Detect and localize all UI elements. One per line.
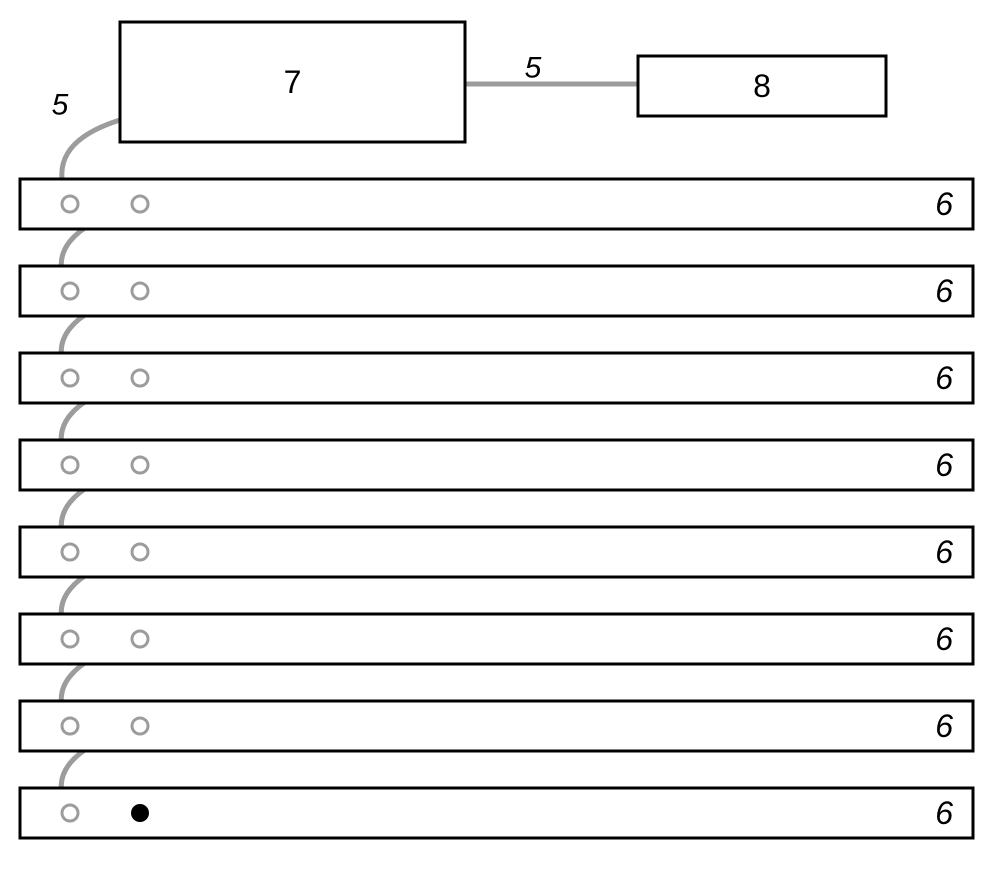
schematic-diagram: 7 8 6 6 6 6 6 6 6 6 5 5: [0, 0, 1000, 885]
box-label-top_left: 7: [284, 64, 302, 100]
wire-label-0: 5: [525, 52, 542, 85]
row-3-port-2: [132, 457, 148, 473]
row-4-port-2: [132, 544, 148, 560]
row-0-port-1: [62, 196, 78, 212]
row-label-4: 6: [935, 534, 953, 570]
row-3-port-1: [62, 457, 78, 473]
row-label-7: 6: [935, 795, 953, 831]
row-5-port-1: [62, 631, 78, 647]
row-label-0: 6: [935, 186, 953, 222]
row-box-5: [20, 614, 973, 664]
row-label-6: 6: [935, 708, 953, 744]
row-box-1: [20, 266, 973, 316]
boxes-layer: [20, 22, 973, 838]
row-label-1: 6: [935, 273, 953, 309]
row-box-7: [20, 788, 973, 838]
row-box-3: [20, 440, 973, 490]
row-1-port-2: [132, 283, 148, 299]
row-7-port-1: [62, 805, 78, 821]
row-box-2: [20, 353, 973, 403]
row-label-2: 6: [935, 360, 953, 396]
row-box-0: [20, 179, 973, 229]
row-label-3: 6: [935, 447, 953, 483]
row-6-port-2: [132, 718, 148, 734]
row-0-port-2: [132, 196, 148, 212]
row-label-5: 6: [935, 621, 953, 657]
row-box-4: [20, 527, 973, 577]
row-7-terminal-dot: [131, 804, 149, 822]
row-5-port-2: [132, 631, 148, 647]
row-box-6: [20, 701, 973, 751]
row-6-port-1: [62, 718, 78, 734]
row-2-port-1: [62, 370, 78, 386]
box-label-top_right: 8: [753, 68, 771, 104]
wire-label-1: 5: [52, 89, 69, 122]
row-2-port-2: [132, 370, 148, 386]
row-4-port-1: [62, 544, 78, 560]
row-1-port-1: [62, 283, 78, 299]
